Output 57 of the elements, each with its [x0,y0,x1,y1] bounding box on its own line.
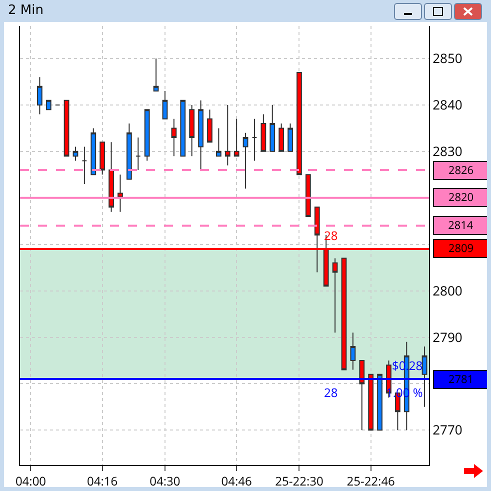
y-tick-label: 2830 [432,142,462,160]
candlestick [82,146,88,184]
candlestick [180,100,186,157]
candlestick [359,360,365,431]
y-tick-label: 2770 [432,420,462,439]
annotation: 28 [324,384,338,401]
x-tick-label: 04:00 [15,472,46,490]
y-tick-label: 2850 [432,49,462,68]
candlestick [153,58,159,92]
candlestick [207,109,212,143]
candlestick [242,132,248,190]
y-tick-label: 2790 [432,328,462,346]
y-tick-label: 2840 [432,96,462,114]
candlestick [377,374,382,431]
candlestick [118,174,123,212]
candlestick [37,76,42,115]
candlestick [341,258,347,370]
x-tick-label: 04:46 [221,472,252,490]
ref-line-label: 2781 [448,372,474,387]
candlestick [108,142,114,212]
candlestick [198,100,204,171]
candlestick [100,142,106,176]
candlestick [144,109,150,162]
candlestick [135,136,141,171]
ref-line-label: 2826 [448,163,474,178]
candlestick [260,114,266,152]
candlestick [278,123,284,152]
candlestick [46,100,52,110]
candlestick [305,174,311,217]
x-tick-label: 25-22:46 [346,472,396,490]
candlestick [332,258,338,334]
ref-line-label: 2809 [448,241,474,256]
candlestick [252,118,258,162]
chart-title: 2 Min [8,3,44,18]
x-tick-label: 04:30 [150,472,180,490]
candlestick [162,90,168,120]
candlestick [422,346,428,408]
candlestick [350,332,356,370]
candlestick [72,146,78,162]
candlestick [296,72,302,176]
candlestick [90,128,96,176]
candlestick [216,128,222,157]
candlestick [64,100,70,157]
candlestick [270,104,276,152]
x-tick-label: 04:16 [87,472,118,490]
candlestick [171,118,177,157]
annotation: 28 [324,227,338,244]
candlestick [234,118,240,157]
x-tick-label: 25-22:30 [275,472,324,490]
candlestick [224,104,230,166]
candlestick [189,104,195,157]
ref-line-label: 2820 [448,190,474,205]
y-tick-label: 2800 [432,281,462,300]
candlestick [368,374,374,431]
ref-line-label: 2814 [448,218,474,233]
candlestick [126,123,132,180]
candlestick [288,123,293,152]
